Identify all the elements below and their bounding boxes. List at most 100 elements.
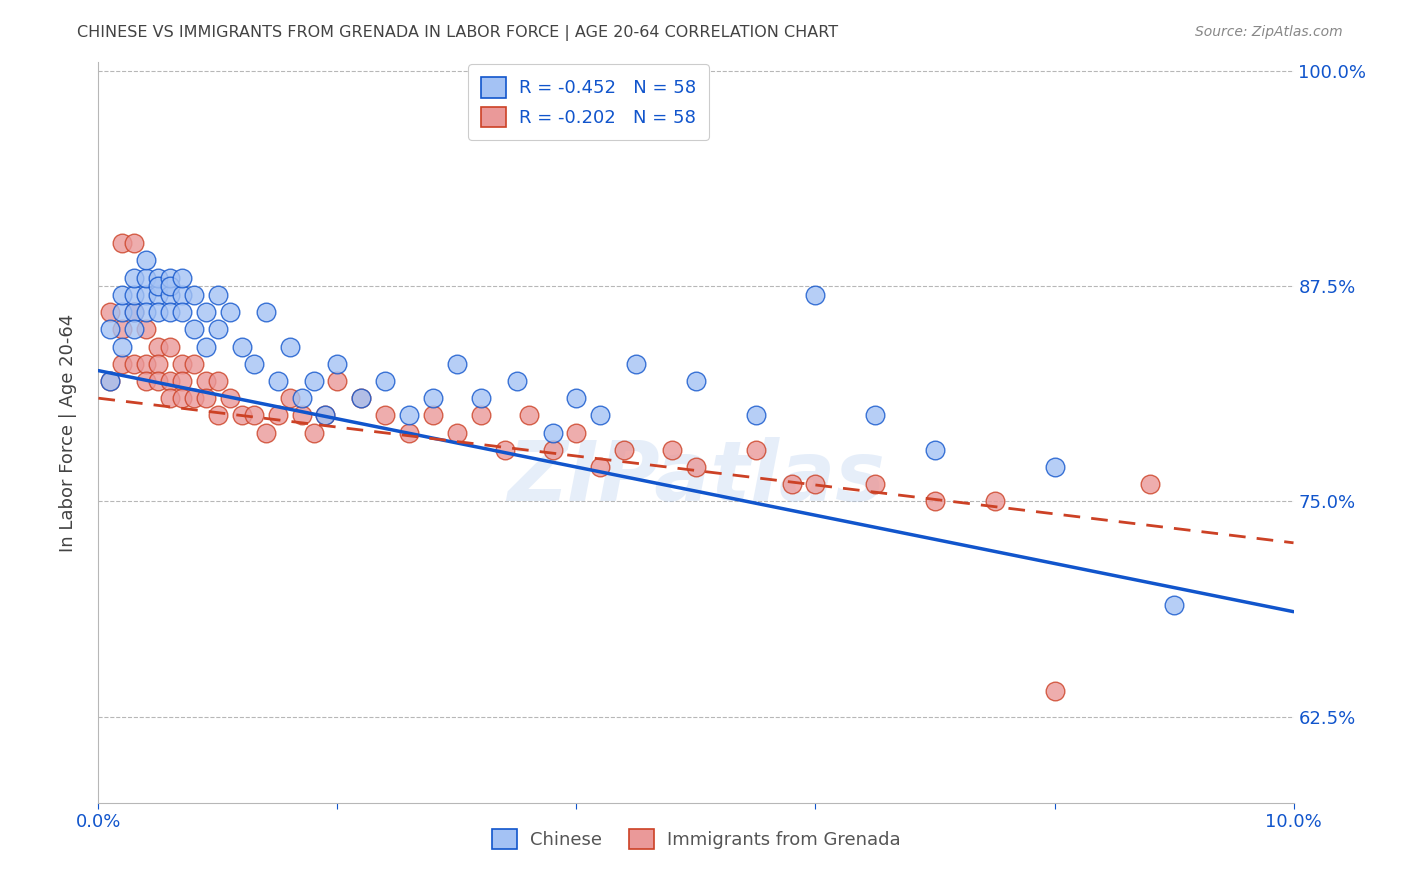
Point [135, 253, 157, 268]
Point [315, 409, 337, 423]
Point [111, 357, 134, 371]
Point [148, 374, 170, 388]
Point [613, 442, 636, 457]
Point [350, 391, 373, 405]
Point [207, 409, 229, 423]
Point [98, 305, 122, 319]
Point [924, 494, 946, 508]
Point [111, 288, 134, 302]
Point [1043, 684, 1066, 698]
Point [111, 339, 134, 353]
Point [517, 409, 540, 423]
Point [219, 391, 242, 405]
Point [195, 391, 218, 405]
Point [195, 374, 218, 388]
Point [254, 425, 277, 440]
Point [183, 357, 205, 371]
Point [984, 494, 1007, 508]
Point [865, 409, 887, 423]
Point [506, 374, 529, 388]
Point [148, 288, 170, 302]
Point [124, 270, 146, 285]
Point [422, 391, 444, 405]
Point [254, 305, 277, 319]
Point [315, 409, 337, 423]
Point [148, 339, 170, 353]
Point [470, 391, 492, 405]
Point [124, 236, 146, 251]
Point [207, 322, 229, 336]
Point [183, 288, 205, 302]
Point [924, 442, 946, 457]
Point [326, 357, 349, 371]
Point [565, 391, 588, 405]
Point [291, 409, 314, 423]
Point [172, 288, 194, 302]
Point [135, 322, 157, 336]
Point [172, 305, 194, 319]
Point [302, 425, 325, 440]
Point [148, 270, 170, 285]
Point [207, 374, 229, 388]
Y-axis label: In Labor Force | Age 20-64: In Labor Force | Age 20-64 [59, 313, 77, 552]
Point [541, 442, 564, 457]
Point [135, 305, 157, 319]
Point [589, 409, 612, 423]
Point [243, 357, 266, 371]
Point [494, 442, 516, 457]
Point [865, 477, 887, 491]
Point [111, 322, 134, 336]
Point [98, 374, 122, 388]
Point [159, 305, 181, 319]
Point [159, 288, 181, 302]
Point [470, 409, 492, 423]
Point [326, 374, 349, 388]
Point [446, 357, 468, 371]
Point [172, 374, 194, 388]
Text: ZIPatlas: ZIPatlas [508, 436, 884, 517]
Point [124, 305, 146, 319]
Point [398, 425, 420, 440]
Point [804, 477, 827, 491]
Point [780, 477, 803, 491]
Point [183, 322, 205, 336]
Point [374, 409, 396, 423]
Point [685, 374, 707, 388]
Point [124, 305, 146, 319]
Point [278, 339, 301, 353]
Point [111, 236, 134, 251]
Point [291, 391, 314, 405]
Point [172, 391, 194, 405]
Point [98, 322, 122, 336]
Point [183, 391, 205, 405]
Point [219, 305, 242, 319]
Point [159, 339, 181, 353]
Point [135, 374, 157, 388]
Point [267, 374, 290, 388]
Point [745, 442, 768, 457]
Point [804, 288, 827, 302]
Point [446, 425, 468, 440]
Point [135, 357, 157, 371]
Point [243, 409, 266, 423]
Point [278, 391, 301, 405]
Point [159, 391, 181, 405]
Point [195, 305, 218, 319]
Point [231, 409, 253, 423]
Point [1139, 477, 1161, 491]
Point [172, 357, 194, 371]
Point [745, 409, 768, 423]
Point [267, 409, 290, 423]
Point [565, 425, 588, 440]
Point [148, 357, 170, 371]
Point [541, 425, 564, 440]
Point [111, 305, 134, 319]
Text: CHINESE VS IMMIGRANTS FROM GRENADA IN LABOR FORCE | AGE 20-64 CORRELATION CHART: CHINESE VS IMMIGRANTS FROM GRENADA IN LA… [77, 25, 838, 41]
Point [661, 442, 683, 457]
Point [124, 322, 146, 336]
Point [374, 374, 396, 388]
Point [1043, 460, 1066, 475]
Point [148, 279, 170, 293]
Text: Source: ZipAtlas.com: Source: ZipAtlas.com [1195, 25, 1343, 39]
Point [124, 288, 146, 302]
